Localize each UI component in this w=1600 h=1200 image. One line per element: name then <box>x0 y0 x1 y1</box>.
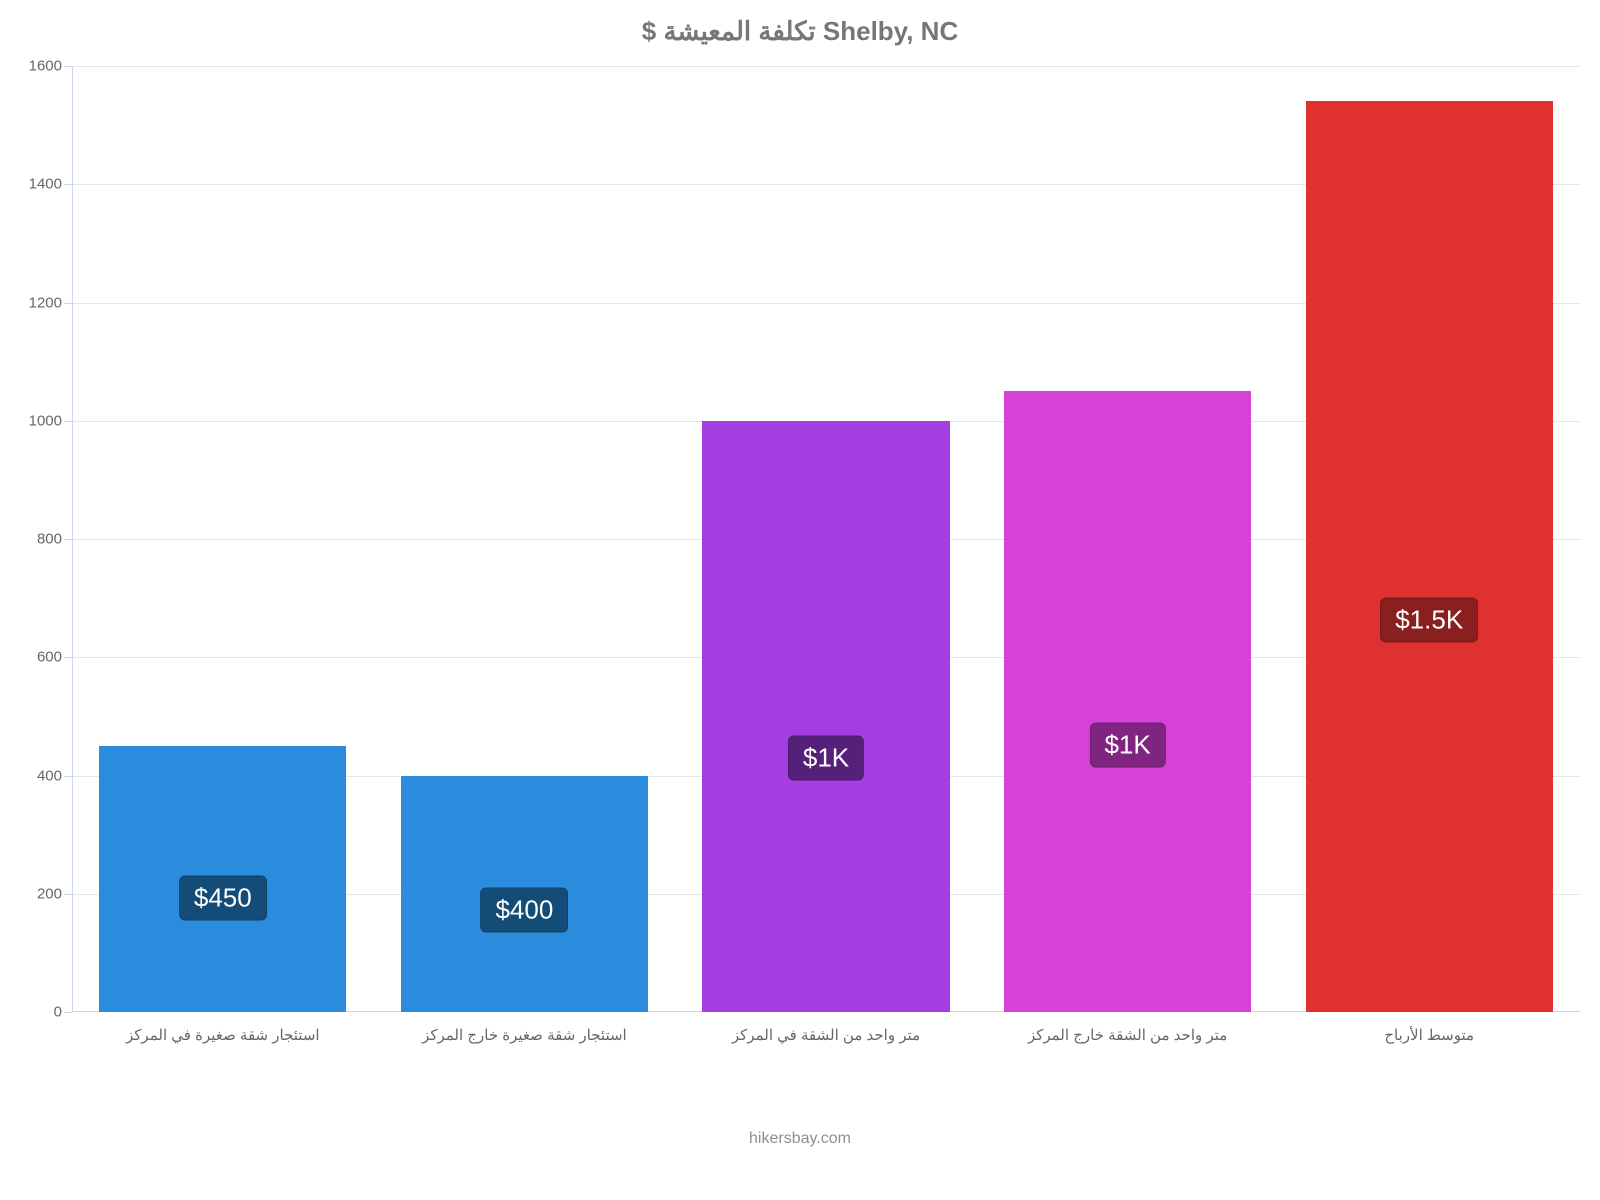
ytick-label: 200 <box>37 885 72 902</box>
bar-value-badge: $400 <box>480 888 568 933</box>
ytick-label: 0 <box>54 1004 72 1021</box>
y-axis-line <box>72 66 73 1012</box>
bar-value-badge: $1K <box>788 735 864 780</box>
plot-area: 02004006008001000120014001600 $450$400$1… <box>72 66 1580 1012</box>
gridline <box>72 66 1580 67</box>
bar-value-badge: $1K <box>1089 723 1165 768</box>
xtick-label: استئجار شقة صغيرة في المركز <box>126 1012 320 1044</box>
chart-title: $ تكلفة المعيشة Shelby, NC <box>0 16 1600 47</box>
ytick-label: 1200 <box>29 294 72 311</box>
attribution-text: hikersbay.com <box>0 1130 1600 1148</box>
xtick-label: متر واحد من الشقة خارج المركز <box>1028 1012 1227 1044</box>
ytick-label: 1000 <box>29 412 72 429</box>
bar <box>1004 391 1251 1012</box>
ytick-label: 800 <box>37 531 72 548</box>
ytick-label: 400 <box>37 767 72 784</box>
bar <box>702 421 949 1012</box>
ytick-label: 600 <box>37 649 72 666</box>
chart-container: $ تكلفة المعيشة Shelby, NC 0 200 400 600 800… <box>0 0 1600 1200</box>
ytick-label: 1600 <box>29 58 72 75</box>
bar-value-badge: $1.5K <box>1380 598 1478 643</box>
bar-value-badge: $450 <box>179 875 267 920</box>
xtick-label: متر واحد من الشقة في المركز <box>732 1012 920 1044</box>
bar <box>1306 101 1553 1012</box>
ytick-label: 1400 <box>29 176 72 193</box>
xtick-label: متوسط الأرباح <box>1384 1012 1474 1044</box>
xtick-label: استئجار شقة صغيرة خارج المركز <box>422 1012 627 1044</box>
